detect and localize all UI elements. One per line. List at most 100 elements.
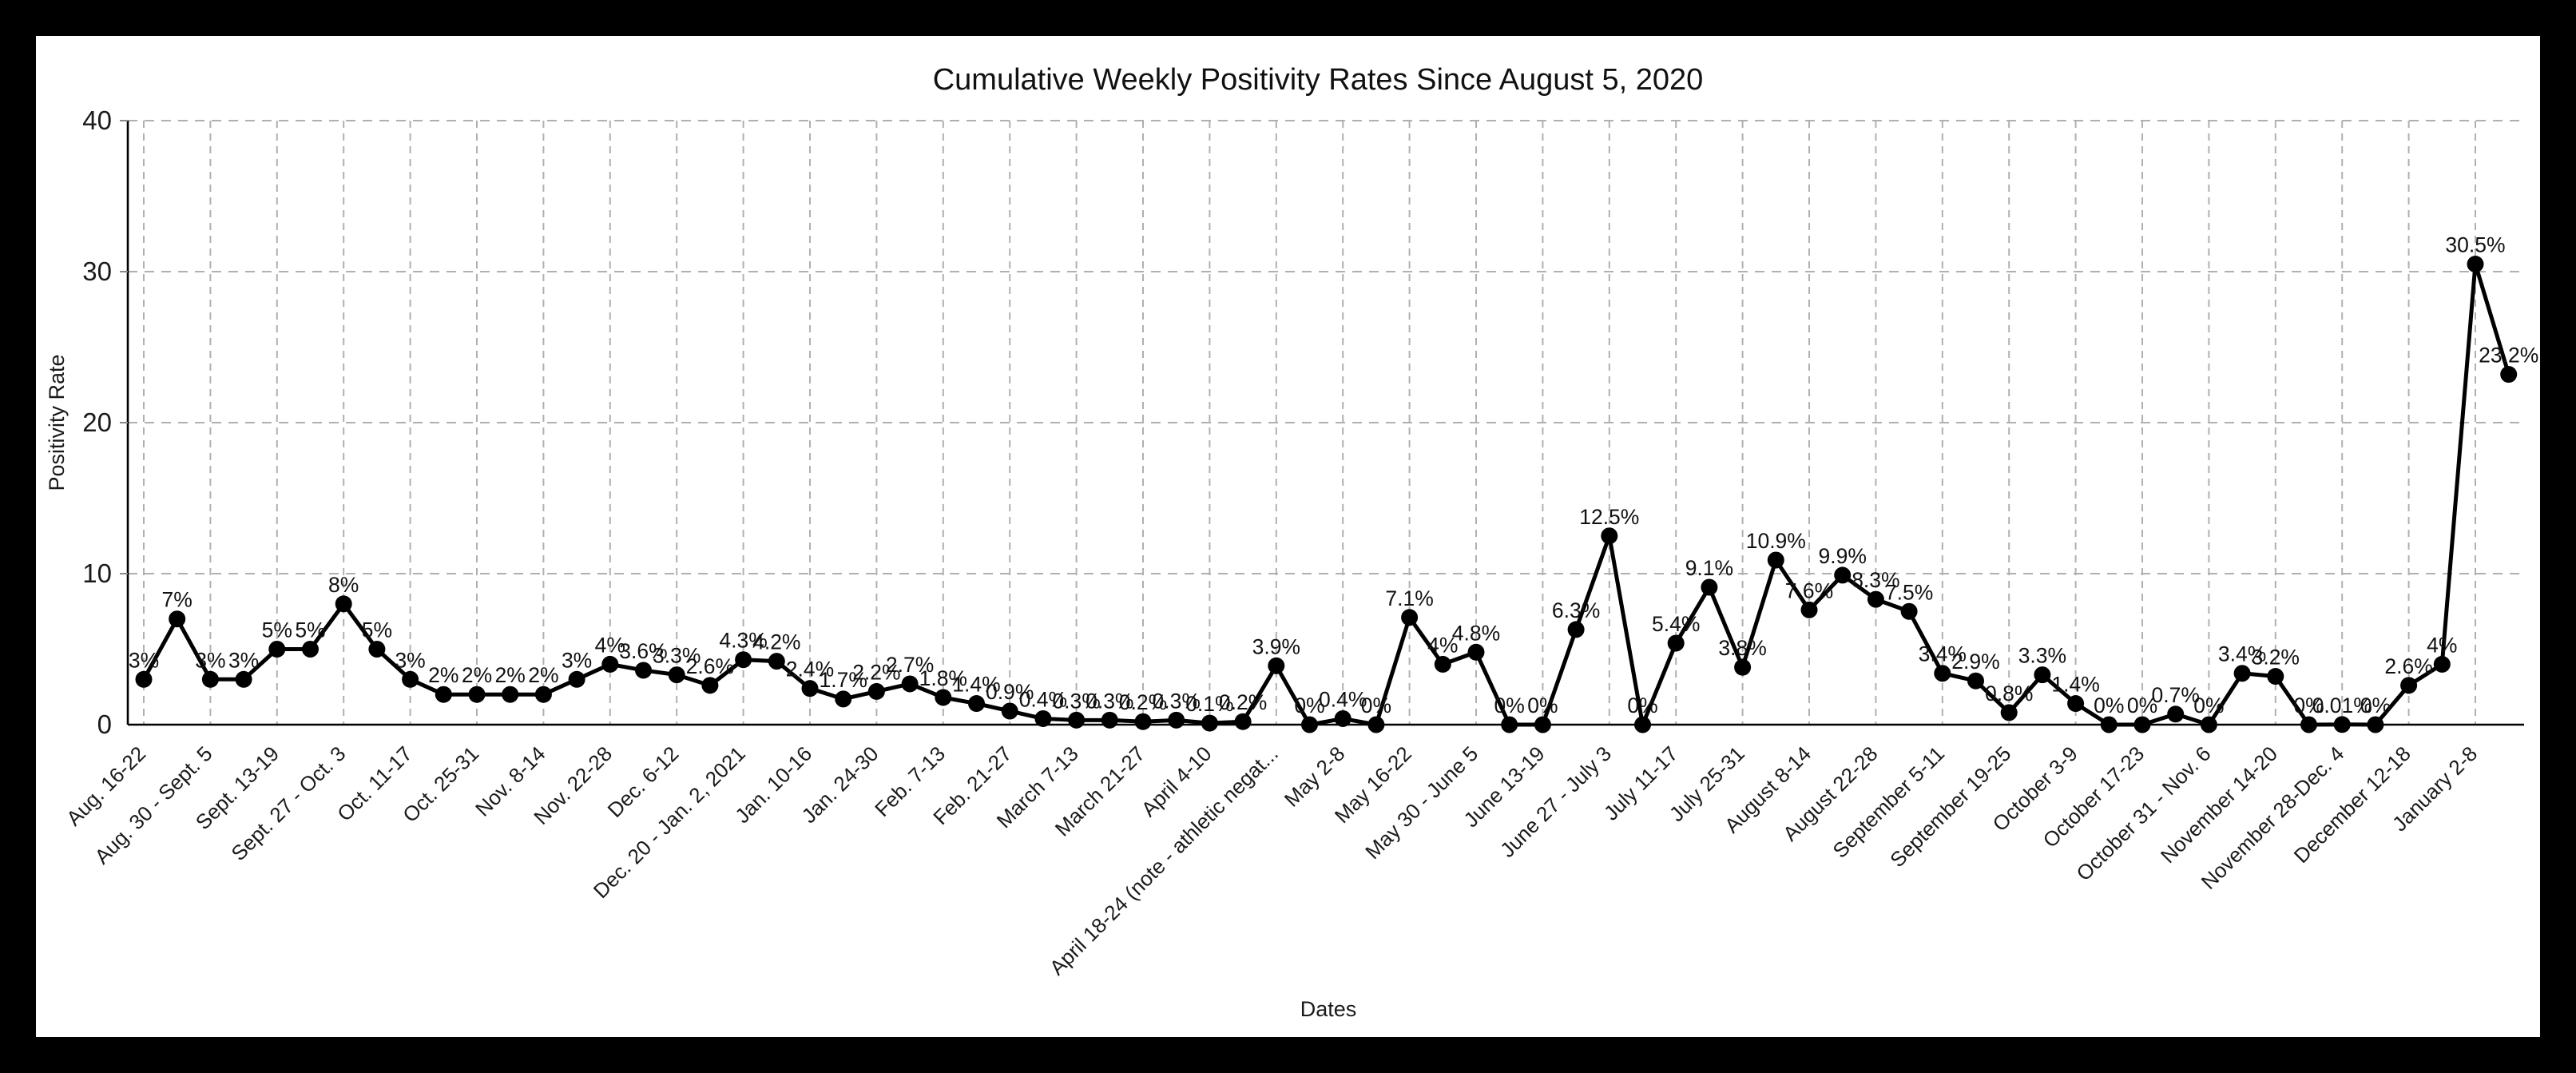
- data-point: [1201, 714, 1218, 732]
- data-point: [1134, 713, 1152, 730]
- data-point-label: 0.01%: [2312, 693, 2372, 717]
- data-point: [901, 675, 919, 693]
- x-tick-label: Aug. 30 - Sept. 5: [89, 741, 216, 868]
- series-layer: [135, 256, 2518, 733]
- data-point: [1434, 655, 1451, 673]
- data-point-label: 0.8%: [1985, 682, 2033, 705]
- x-axis-title: Dates: [1300, 997, 1357, 1021]
- data-point-label: 0%: [2360, 693, 2391, 717]
- data-point: [768, 653, 785, 670]
- data-point-label: 3.4%: [2218, 642, 2266, 666]
- data-point: [2467, 256, 2484, 273]
- data-point-label: 10.9%: [1746, 529, 1806, 553]
- data-point: [668, 666, 685, 684]
- data-point: [2267, 668, 2284, 686]
- data-point-label: 2.6%: [686, 654, 734, 678]
- data-point-label: 3%: [195, 648, 225, 672]
- data-point: [1001, 702, 1018, 720]
- data-point-label: 3%: [129, 648, 159, 672]
- data-point: [435, 686, 452, 703]
- data-point: [335, 595, 352, 613]
- data-point-label: 2%: [462, 663, 492, 687]
- data-point: [2200, 716, 2217, 733]
- data-point-label: 4.2%: [752, 630, 800, 654]
- data-point-label: 0%: [2127, 693, 2157, 717]
- data-point: [2167, 705, 2185, 723]
- data-point: [169, 610, 186, 628]
- data-point: [601, 655, 619, 673]
- data-point: [1068, 711, 1086, 729]
- data-point-label: 4%: [1427, 633, 1458, 657]
- data-point: [1867, 590, 1884, 608]
- data-point: [2300, 716, 2317, 733]
- x-tick-label: September 5-11: [1828, 741, 1949, 863]
- data-point: [701, 677, 719, 694]
- data-point: [502, 686, 519, 703]
- data-point-label: 5%: [295, 618, 325, 642]
- data-point-label: 3.6%: [619, 639, 667, 663]
- data-point-label: 7.1%: [1385, 586, 1433, 610]
- data-point: [2000, 704, 2018, 721]
- data-point: [1767, 551, 1784, 569]
- x-tick-label: May 30 - June 5: [1360, 741, 1482, 864]
- data-point-label: 0.3%: [1152, 689, 1200, 713]
- x-tick-label: Sept. 27 - Oct. 3: [226, 741, 350, 865]
- data-point: [2133, 716, 2151, 733]
- data-point: [2233, 665, 2251, 682]
- data-point-label: 30.5%: [2445, 233, 2505, 257]
- data-point-label: 4%: [2427, 633, 2457, 657]
- data-point: [1501, 716, 1518, 733]
- data-point: [268, 641, 286, 658]
- data-point: [1634, 716, 1651, 733]
- data-point: [2500, 366, 2518, 383]
- data-point-label: 0%: [2293, 693, 2324, 717]
- data-point: [1900, 602, 1918, 620]
- data-point: [1101, 711, 1118, 729]
- series-line: [141, 262, 2511, 727]
- data-point-label: 8%: [328, 573, 359, 597]
- data-point: [1334, 709, 1352, 727]
- data-point-label: 12.5%: [1579, 505, 1639, 529]
- data-point: [1367, 716, 1385, 733]
- data-point: [1234, 713, 1252, 730]
- data-point: [2367, 716, 2384, 733]
- data-point-label: 7%: [162, 588, 193, 612]
- data-point-label: 0.7%: [2151, 683, 2199, 707]
- data-point: [935, 689, 952, 706]
- data-point: [1268, 657, 1285, 674]
- data-point-label: 7.6%: [1785, 578, 1833, 602]
- data-point-label: 0.3%: [1052, 689, 1100, 713]
- data-point-label: 0%: [1361, 693, 1391, 717]
- data-point-label: 2.2%: [852, 660, 900, 684]
- data-point: [1601, 527, 1618, 545]
- data-point-label: 0%: [1294, 693, 1324, 717]
- data-point-label: 5%: [262, 618, 292, 642]
- data-point: [2067, 695, 2085, 713]
- data-point: [402, 670, 419, 688]
- data-point: [2100, 716, 2118, 733]
- y-tick-label: 20: [82, 407, 112, 437]
- y-tick-label: 30: [82, 256, 112, 286]
- data-point-label: 8.3%: [1852, 568, 1899, 592]
- data-point: [1701, 578, 1718, 596]
- data-point: [2400, 677, 2418, 694]
- data-point-label: 4.3%: [719, 629, 767, 653]
- data-point-label: 0.2%: [1119, 690, 1167, 714]
- data-point: [235, 670, 252, 688]
- grid-layer: [128, 120, 2524, 725]
- data-point-label: 2.9%: [1951, 650, 1999, 674]
- data-point-label: 0.4%: [1019, 687, 1067, 711]
- y-tick-label: 0: [97, 709, 112, 739]
- y-tick-label: 40: [82, 105, 112, 135]
- data-point: [368, 641, 386, 658]
- data-point: [302, 641, 319, 658]
- data-point-label: 3.2%: [2252, 646, 2300, 670]
- data-point-label: 5%: [362, 618, 392, 642]
- data-point-label: 0%: [1627, 693, 1657, 717]
- data-point-label: 2.4%: [786, 658, 834, 682]
- data-point-label: 3.9%: [1252, 634, 1300, 658]
- data-point: [867, 682, 885, 700]
- data-point-label: 4%: [595, 633, 625, 657]
